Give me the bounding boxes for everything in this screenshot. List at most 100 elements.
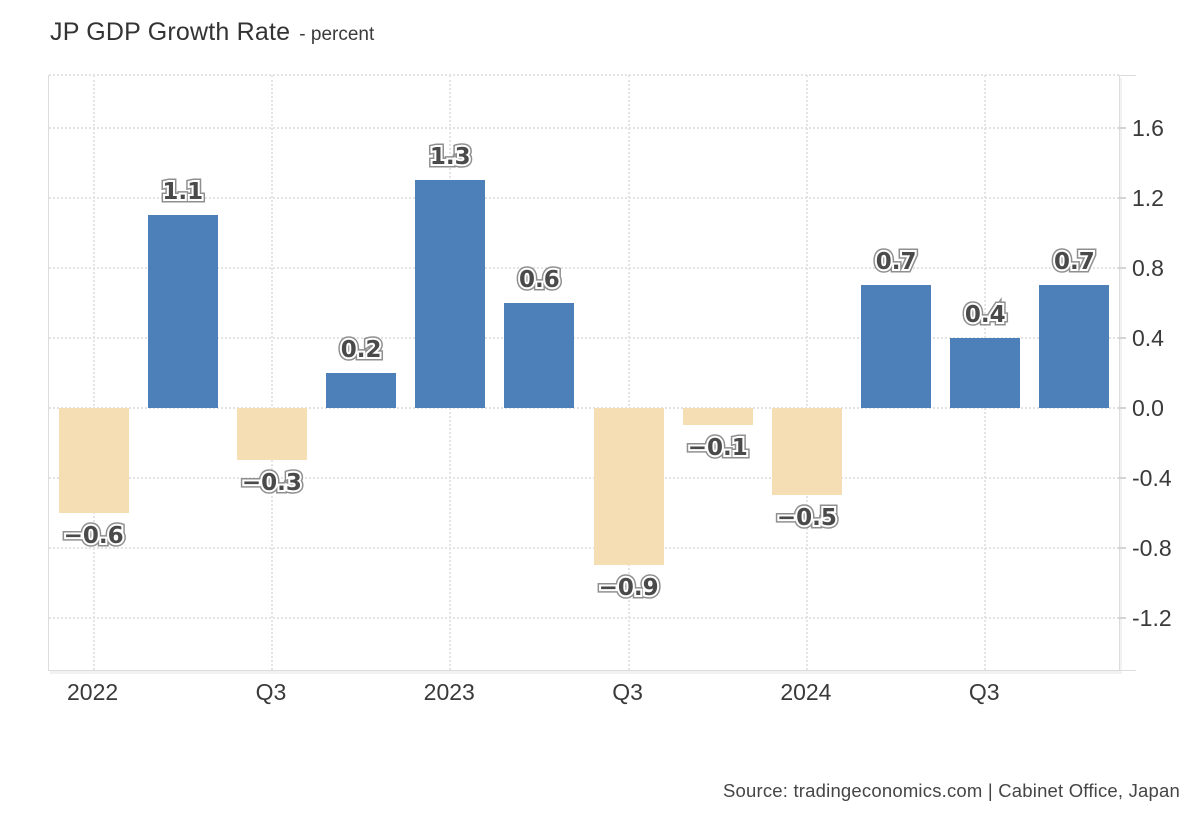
x-axis-tick-label: 2022: [66, 679, 119, 705]
bar[interactable]: [147, 215, 218, 408]
bar-value-text: −0.6: [63, 522, 124, 549]
bar[interactable]: [861, 285, 932, 408]
gridline-vertical: [627, 75, 630, 670]
y-axis-tick-label: -1.2: [1132, 604, 1172, 631]
bar-value-text: 0.4: [961, 298, 1009, 331]
bar-value-text: 0.7: [874, 247, 919, 277]
bar-value-text: −0.5: [775, 503, 839, 533]
bar-value-text: −0.1: [687, 435, 748, 461]
bar-value-label: 1.1 1.1 1.1: [113, 176, 253, 209]
x-axis-tick-label: Q3: [968, 679, 1000, 705]
bar-value-text: −0.9: [597, 573, 661, 603]
bar-value-text: 0.7: [872, 246, 920, 279]
y-axis-tick: [1118, 616, 1126, 619]
bar-value-label: 0.6 0.6 0.6: [469, 263, 609, 296]
bar-value-text: −0.5: [773, 502, 840, 535]
bar-value-label: −0.6 −0.6 −0.6: [24, 519, 164, 552]
bar[interactable]: [771, 407, 842, 495]
bar-value-text: 0.4: [963, 300, 1008, 330]
x-axis-tick-label: Q3: [255, 679, 287, 705]
bar-value-label: −0.9 −0.9 −0.9: [559, 572, 699, 605]
bar-value-text: 0.2: [339, 335, 384, 365]
bar-value-text: −0.1: [684, 432, 751, 465]
bar-value-text: 1.3: [426, 141, 474, 174]
bar[interactable]: [326, 372, 397, 408]
bar-value-text: 0.7: [1054, 249, 1095, 275]
y-axis-tick: [1118, 266, 1126, 269]
bar[interactable]: [682, 407, 753, 425]
bar-value-text: 0.2: [337, 333, 385, 366]
bar[interactable]: [236, 407, 307, 460]
gridline-horizontal: [49, 546, 1119, 549]
y-axis-tick: [1118, 476, 1126, 479]
y-axis-tick-label: -0.8: [1132, 534, 1172, 561]
bar-value-text: −0.9: [598, 575, 659, 601]
bar-value-text: −0.1: [686, 433, 750, 463]
bar-value-text: −0.9: [595, 572, 662, 605]
bar-value-text: 0.4: [964, 301, 1006, 328]
y-axis-tick-label: 0.8: [1132, 254, 1164, 281]
y-axis-tick: [1118, 406, 1126, 409]
bar-value-text: −0.5: [776, 505, 837, 531]
chart-title: JP GDP Growth Rate: [50, 18, 291, 46]
gridline-horizontal: [49, 616, 1119, 619]
bar-value-label: 1.3 1.3 1.3: [380, 141, 520, 174]
source-credit: Source: tradingeconomics.com | Cabinet O…: [722, 780, 1180, 801]
x-axis-tick-label: Q3: [612, 679, 643, 705]
y-axis-tick: [1118, 546, 1126, 549]
gridline-horizontal: [49, 476, 1119, 479]
chart-subtitle: - percent: [299, 24, 375, 45]
gridline-vertical: [92, 75, 95, 670]
gridline-horizontal: [49, 74, 1119, 76]
y-axis-tick: [1118, 670, 1136, 671]
bar-value-text: −0.3: [241, 470, 302, 496]
bar-value-label: −0.1 −0.1 −0.1: [648, 432, 788, 465]
bar-value-text: 1.3: [429, 144, 471, 170]
bar[interactable]: [58, 407, 129, 513]
bar-value-label: 0.7 0.7 0.7: [1004, 246, 1144, 279]
y-axis-tick-label: 0.0: [1132, 394, 1164, 421]
y-axis-tick-label: 1.2: [1132, 184, 1164, 211]
bar-value-text: −0.6: [60, 519, 127, 552]
bar-value-label: −0.3 −0.3 −0.3: [202, 467, 342, 500]
y-axis-tick: [1118, 196, 1126, 199]
gridline-horizontal: [49, 196, 1119, 199]
chart-header: JP GDP Growth Rate - percent: [50, 18, 374, 47]
y-axis-tick: [1118, 75, 1136, 76]
bar-value-text: −0.6: [62, 521, 126, 551]
bar[interactable]: [415, 180, 486, 408]
bar[interactable]: [1039, 285, 1110, 408]
bar-value-label: 0.7 0.7 0.7: [826, 246, 966, 279]
gridline-vertical: [270, 75, 273, 670]
x-axis-tick-label: 2023: [423, 679, 475, 705]
gridline-horizontal: [49, 336, 1119, 339]
bar-value-text: 1.1: [160, 177, 205, 207]
bar-value-label: 0.4 0.4 0.4: [915, 298, 1055, 331]
gridline-horizontal: [49, 406, 1119, 409]
gridline-vertical: [805, 75, 808, 670]
bar-value-text: 0.6: [517, 265, 562, 295]
bar-value-text: 1.3: [428, 142, 473, 172]
bar[interactable]: [504, 302, 575, 408]
y-axis-tick: [1118, 126, 1126, 129]
bar-value-text: 0.6: [519, 266, 560, 293]
y-axis-tick-label: -0.4: [1132, 464, 1172, 491]
bar[interactable]: [593, 407, 664, 565]
bar-value-text: 0.6: [516, 263, 564, 296]
bar[interactable]: [950, 337, 1021, 408]
y-axis-tick-label: 1.6: [1132, 114, 1164, 141]
bar-value-label: −0.5 −0.5 −0.5: [737, 502, 877, 535]
bar-value-label: 0.2 0.2 0.2: [291, 333, 431, 366]
gridline-horizontal: [49, 126, 1119, 129]
bar-value-text: 0.2: [340, 336, 382, 363]
y-axis-tick: [1118, 336, 1126, 339]
bar-value-text: −0.3: [240, 468, 304, 498]
gridline-horizontal: [49, 266, 1119, 269]
plot-area: −0.6 −0.6 −0.6 1.1 1.1 1.1 −0.3 −0.3 −0.3 0.2 0.2 0…: [48, 74, 1120, 671]
bar-value-text: 0.7: [875, 249, 917, 275]
y-axis-tick-label: 0.4: [1132, 324, 1164, 351]
bar-value-text: 0.7: [1052, 247, 1097, 277]
bar-value-text: 1.1: [162, 179, 204, 205]
bar-value-text: −0.3: [238, 467, 305, 500]
